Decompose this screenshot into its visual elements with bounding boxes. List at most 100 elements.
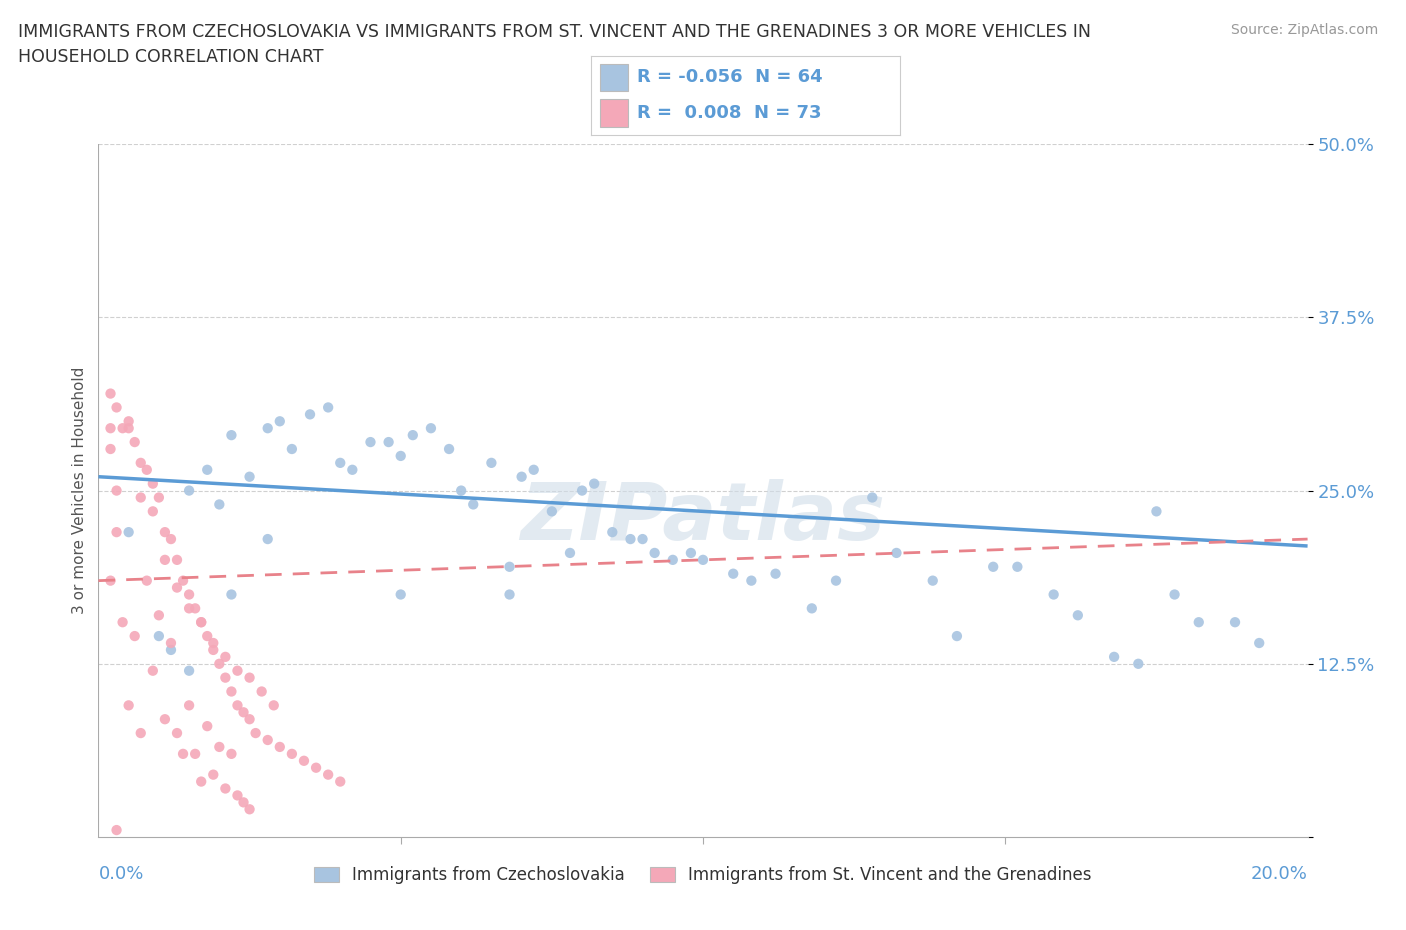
Point [402, 428, 425, 443]
Point [292, 753, 315, 768]
Point [214, 781, 236, 796]
Point [184, 601, 207, 616]
Text: 20.0%: 20.0% [1251, 865, 1308, 883]
Point [179, 587, 201, 602]
Point [190, 615, 212, 630]
Point [105, 525, 128, 539]
Point [202, 767, 225, 782]
Point [124, 434, 146, 449]
Point [583, 476, 606, 491]
Point [245, 725, 267, 740]
Point [166, 552, 188, 567]
Point [214, 649, 236, 664]
Point [256, 420, 278, 435]
Point [221, 747, 243, 762]
Point [195, 719, 218, 734]
Point [921, 573, 943, 588]
Point [118, 525, 141, 539]
Point [692, 552, 714, 567]
Point [571, 484, 593, 498]
Point [118, 698, 141, 712]
Point [1007, 559, 1029, 574]
Point [765, 566, 787, 581]
Point [221, 684, 243, 699]
Point [160, 643, 183, 658]
Point [179, 663, 201, 678]
Text: IMMIGRANTS FROM CZECHOSLOVAKIA VS IMMIGRANTS FROM ST. VINCENT AND THE GRENADINES: IMMIGRANTS FROM CZECHOSLOVAKIA VS IMMIGR… [18, 23, 1091, 66]
Point [184, 747, 207, 762]
Y-axis label: 3 or more Vehicles in Household: 3 or more Vehicles in Household [72, 367, 87, 614]
Point [221, 587, 243, 602]
FancyBboxPatch shape [600, 100, 627, 127]
Point [129, 456, 152, 471]
Point [208, 739, 231, 754]
Point [118, 420, 141, 435]
Point [256, 532, 278, 547]
Point [510, 470, 533, 485]
Point [105, 823, 128, 838]
Text: R = -0.056  N = 64: R = -0.056 N = 64 [637, 68, 823, 86]
Point [256, 733, 278, 748]
Point [239, 671, 262, 685]
Point [299, 407, 322, 422]
Point [202, 643, 225, 658]
Point [946, 629, 969, 644]
Point [305, 761, 328, 776]
Point [135, 462, 157, 477]
Point [619, 532, 641, 547]
Point [1188, 615, 1211, 630]
Point [166, 580, 188, 595]
Point [1067, 608, 1090, 623]
Point [111, 615, 134, 630]
Point [250, 684, 273, 699]
Point [105, 400, 128, 415]
Point [142, 663, 165, 678]
Point [148, 629, 170, 644]
Point [644, 546, 666, 561]
Point [166, 725, 188, 740]
Point [498, 587, 520, 602]
Point [179, 484, 201, 498]
Point [886, 546, 908, 561]
Point [142, 504, 165, 519]
Point [825, 573, 848, 588]
Point [437, 442, 460, 457]
Point [148, 490, 170, 505]
Point [100, 573, 122, 588]
Point [124, 629, 146, 644]
Point [135, 573, 157, 588]
Point [232, 795, 254, 810]
Point [860, 490, 883, 505]
Text: R =  0.008  N = 73: R = 0.008 N = 73 [637, 104, 821, 122]
Point [148, 608, 170, 623]
Point [679, 546, 702, 561]
Point [100, 442, 122, 457]
Point [450, 484, 472, 498]
Point [377, 434, 399, 449]
Point [1102, 649, 1125, 664]
Point [263, 698, 285, 712]
Point [723, 566, 745, 581]
Point [129, 490, 152, 505]
Point [463, 497, 485, 512]
Point [281, 747, 304, 762]
Point [269, 414, 291, 429]
Point [981, 559, 1004, 574]
Point [740, 573, 762, 588]
Point [1128, 657, 1150, 671]
Point [498, 559, 520, 574]
Point [481, 456, 503, 471]
Point [602, 525, 624, 539]
Point [153, 711, 176, 726]
Point [661, 552, 683, 567]
Text: ZIPatlas: ZIPatlas [520, 479, 886, 557]
Point [202, 635, 225, 650]
Point [160, 532, 183, 547]
Point [316, 400, 339, 415]
Point [226, 698, 249, 712]
Point [172, 573, 194, 588]
Point [1163, 587, 1185, 602]
Point [208, 497, 231, 512]
Point [208, 657, 231, 671]
Point [129, 725, 152, 740]
